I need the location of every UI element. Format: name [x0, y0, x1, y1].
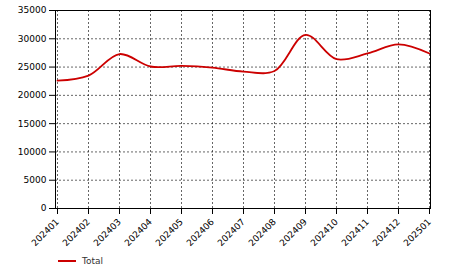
svg-text:0: 0 [41, 203, 47, 213]
svg-text:15000: 15000 [18, 119, 47, 129]
svg-text:202412: 202412 [371, 217, 402, 248]
svg-text:202410: 202410 [309, 217, 341, 249]
svg-text:202402: 202402 [61, 217, 92, 248]
svg-text:202408: 202408 [247, 217, 279, 249]
svg-text:202407: 202407 [216, 217, 247, 248]
svg-text:202403: 202403 [92, 217, 123, 248]
svg-text:35000: 35000 [18, 5, 47, 15]
svg-text:202404: 202404 [123, 217, 155, 249]
svg-text:202405: 202405 [154, 217, 185, 248]
svg-text:202409: 202409 [278, 217, 310, 249]
svg-text:202401: 202401 [30, 217, 61, 248]
svg-text:20000: 20000 [18, 90, 47, 100]
svg-text:202411: 202411 [340, 217, 371, 248]
svg-text:5000: 5000 [24, 175, 47, 185]
svg-text:25000: 25000 [18, 62, 47, 72]
svg-text:202501: 202501 [402, 217, 433, 248]
svg-text:202406: 202406 [185, 217, 217, 249]
svg-text:30000: 30000 [18, 34, 47, 44]
html-text:Total: Total [82, 256, 103, 266]
svg-text:10000: 10000 [18, 147, 47, 157]
